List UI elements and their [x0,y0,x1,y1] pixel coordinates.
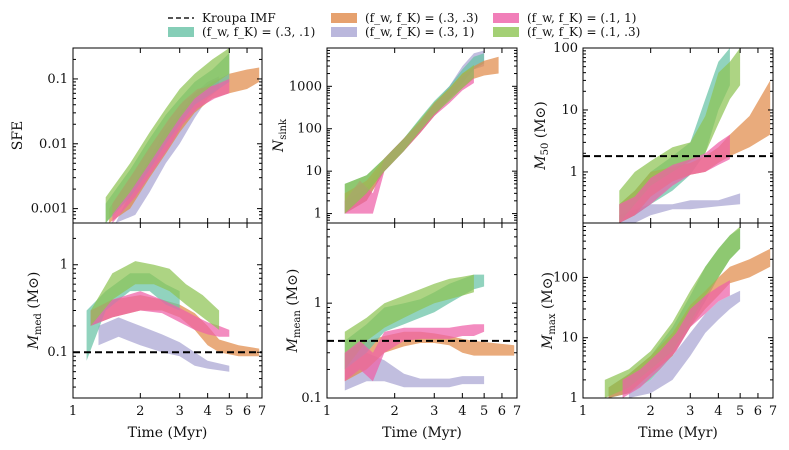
legend-label-s2: (f_w, f_K) = (.3, .3) [365,11,478,25]
plot-area [583,48,773,223]
x-tick-label: 3 [176,404,184,419]
x-tick-label: 2 [136,404,144,419]
band-nsink-s5 [344,64,474,214]
legend-item-s4: (f_w, f_K) = (.1, 1) [493,11,636,25]
band-m50-s4 [619,134,730,223]
y-tick-label: 100 [553,270,578,285]
y-tick-label: 100 [553,41,578,56]
x-tick-label: 7 [258,404,266,419]
x-tick-label: 5 [225,404,233,419]
legend-swatch-s4 [493,13,519,23]
x-tick-label: 1 [323,404,331,419]
panel-mmed: 1 2 3 4 5 6 7 Time (Myr) 0.1 1 Mmed (M⊙) [26,222,266,441]
x-tick-label: 5 [736,404,744,419]
band-mmed-s5 [90,261,220,330]
y-tick-label: 0.01 [39,137,68,152]
y-tick-label: 100 [297,122,322,137]
y-tick-label: 0.001 [31,202,68,217]
x-tick-label: 7 [513,404,521,419]
legend-item-s5: (f_w, f_K) = (.1, .3) [493,25,640,39]
panel-sfe: 0.001 0.01 0.1 SFE [10,47,263,224]
x-axis-label: Time (Myr) [382,425,462,441]
y-tick-label: 1 [570,165,578,180]
y-axis-label: Nsink [271,118,289,153]
x-tick-label: 1 [69,404,77,419]
x-tick-label: 2 [647,404,655,419]
x-tick-label: 6 [754,404,762,419]
y-tick-label: 10 [561,331,578,346]
band-sfe-s5 [105,48,230,223]
panel-m50: 1 10 100 M50 (M⊙) [533,41,774,224]
plot-area [344,50,499,214]
legend-item-kroupa: Kroupa IMF [168,11,276,25]
x-tick-label: 7 [769,404,777,419]
y-tick-label: 10 [561,103,578,118]
plot-area [105,48,260,223]
legend-label-s3: (f_w, f_K) = (.3, 1) [365,25,474,39]
band-sfe-s4 [112,78,230,223]
x-tick-label: 6 [243,404,251,419]
legend-swatch-s3 [331,27,357,37]
y-axis-label: Mmean (M⊙) [285,269,303,354]
y-tick-label: 0.1 [301,391,322,406]
band-mmax-s3 [628,290,741,398]
band-mmean-s4 [344,324,485,382]
x-axis-label: Time (Myr) [128,425,208,441]
legend-label-s1: (f_w, f_K) = (.3, .1) [202,25,315,39]
x-axis-label: Time (Myr) [638,425,718,441]
legend-label-s4: (f_w, f_K) = (.1, 1) [527,11,636,25]
x-tick-label: 4 [458,404,466,419]
y-tick-label: 1 [314,207,322,222]
panel-nsink: 1 10 100 1000 Nsink [271,47,518,224]
legend-item-s3: (f_w, f_K) = (.3, 1) [331,25,474,39]
y-axis-label: SFE [10,121,26,151]
panel-frame [582,222,774,399]
legend-item-s2: (f_w, f_K) = (.3, .3) [331,11,478,25]
legend-swatch-s2 [331,13,357,23]
band-mmed-s4 [90,291,230,337]
legend-label-s5: (f_w, f_K) = (.1, .3) [527,25,640,39]
band-mmed-s3 [98,317,230,372]
y-tick-label: 1 [60,258,68,273]
legend: Kroupa IMF(f_w, f_K) = (.3, .1) (f_w, f_K… [168,11,640,39]
legend-swatch-s5 [493,27,519,37]
legend-swatch-s1 [168,27,194,37]
y-tick-label: 1 [314,296,322,311]
legend-label-kroupa: Kroupa IMF [202,11,276,25]
y-tick-label: 0.1 [47,345,68,360]
x-tick-label: 3 [686,404,694,419]
legend-item-s1: (f_w, f_K) = (.3, .1) [168,25,315,39]
y-tick-label: 0.1 [47,72,68,87]
band-m50-s3 [619,193,741,223]
plot-area [604,226,771,398]
plot-area [327,274,517,391]
y-tick-label: 1 [570,391,578,406]
band-m50-s5 [619,48,741,223]
band-mmean-s5 [344,274,474,370]
y-tick-label: 10 [305,164,322,179]
plot-area [73,261,262,372]
x-tick-label: 5 [480,404,488,419]
y-axis-label: Mmax (M⊙) [540,272,558,350]
x-tick-label: 1 [579,404,587,419]
band-mmax-s5 [604,226,741,398]
x-tick-label: 3 [430,404,438,419]
band-mmax-s4 [622,280,730,398]
y-axis-label: Mmed (M⊙) [26,272,44,351]
x-tick-label: 4 [204,404,212,419]
x-tick-label: 2 [391,404,399,419]
y-axis-label: M50 (M⊙) [533,101,551,171]
x-tick-label: 6 [498,404,506,419]
x-tick-label: 4 [714,404,722,419]
y-tick-label: 1000 [289,79,322,94]
panel-frame [326,222,518,399]
